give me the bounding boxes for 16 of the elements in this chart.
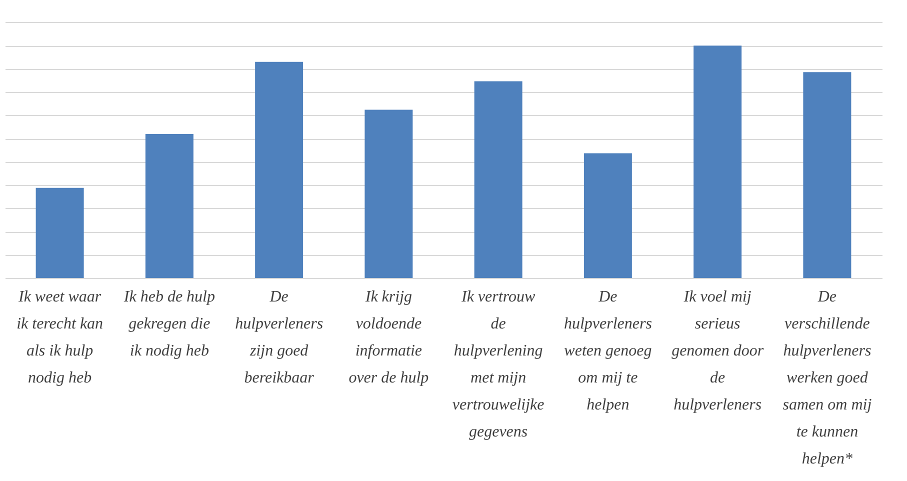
bar [803,72,852,278]
bar [145,134,194,278]
bar [364,110,413,278]
bar [36,188,84,278]
x-tick-label: Ik vertrouw de hulpverlening met mijn vertrouwelijke gegevens [452,288,544,440]
x-tick-label: Ik krijg voldoende informatie over de hulp [348,288,429,386]
x-tick-label: De hulpverleners weten genoeg om mij te helpen [564,288,652,414]
x-tick-label: Ik weet waar ik terecht kan als ik hulp nodig heb [16,288,104,386]
bar [474,81,522,278]
x-tick-label: Ik heb de hulp gekregen die ik nodig heb [122,288,215,360]
x-tick-label: De hulpverleners zijn goed bereikbaar [235,288,324,386]
x-tick-label: Ik voel mij serieus genomen door de hulpverleners [672,288,764,414]
bar [694,46,742,278]
bar [255,62,304,278]
bar [584,153,632,278]
x-tick-label: De verschillende hulpverleners werken goed samen om mij te kunnen helpen* [782,288,872,468]
